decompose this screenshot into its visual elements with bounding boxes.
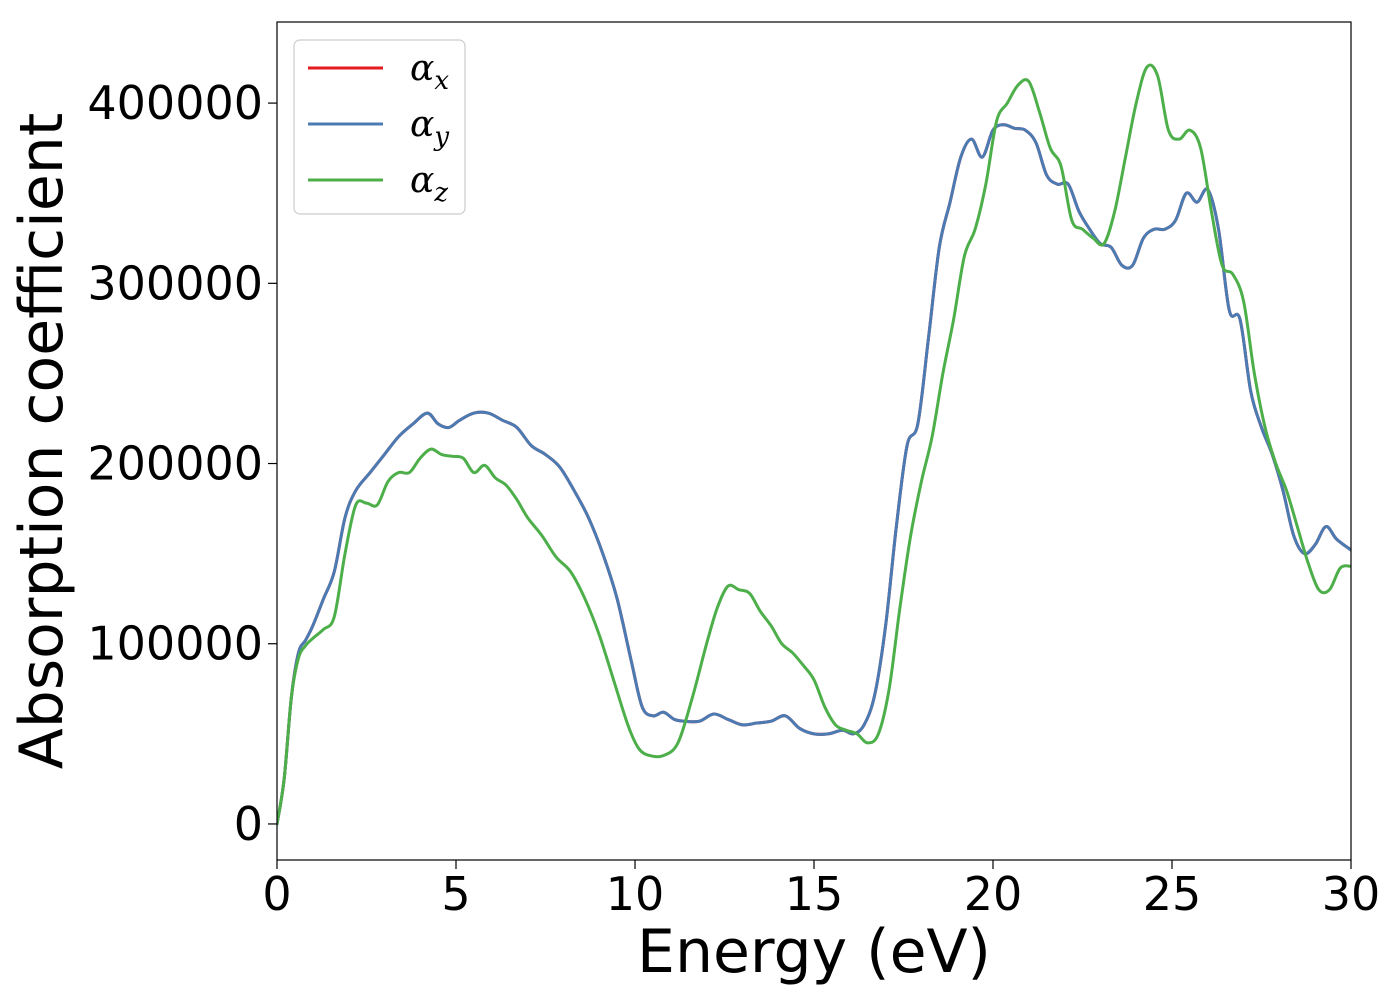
- y-tick-label: 400000: [87, 76, 263, 130]
- series-layer: [277, 63, 1351, 826]
- series-line-z: [277, 63, 1351, 826]
- legend: αx αy αz: [293, 39, 466, 215]
- series-line-y: [277, 123, 1351, 826]
- x-tick-label: 0: [262, 867, 291, 921]
- x-tick-label: 5: [441, 867, 470, 921]
- legend-label: αy: [410, 104, 449, 152]
- x-axis: 0 5 10 15 20 25 30: [262, 860, 1380, 921]
- y-axis: 0 100000 200000 300000 400000: [87, 76, 277, 851]
- x-tick-label: 15: [785, 867, 844, 921]
- y-axis-title: Absorption coefficient: [7, 113, 77, 770]
- x-tick-label: 10: [606, 867, 665, 921]
- x-tick-label: 25: [1143, 867, 1202, 921]
- y-tick-label: 200000: [87, 437, 263, 491]
- legend-label: αx: [410, 48, 449, 96]
- legend-box: [293, 39, 466, 215]
- y-tick-label: 300000: [87, 256, 263, 310]
- x-axis-title: Energy (eV): [637, 917, 991, 987]
- x-tick-label: 20: [964, 867, 1023, 921]
- y-tick-label: 100000: [87, 617, 263, 671]
- y-tick-label: 0: [234, 797, 263, 851]
- x-tick-label: 30: [1322, 867, 1381, 921]
- legend-label: αz: [410, 160, 448, 208]
